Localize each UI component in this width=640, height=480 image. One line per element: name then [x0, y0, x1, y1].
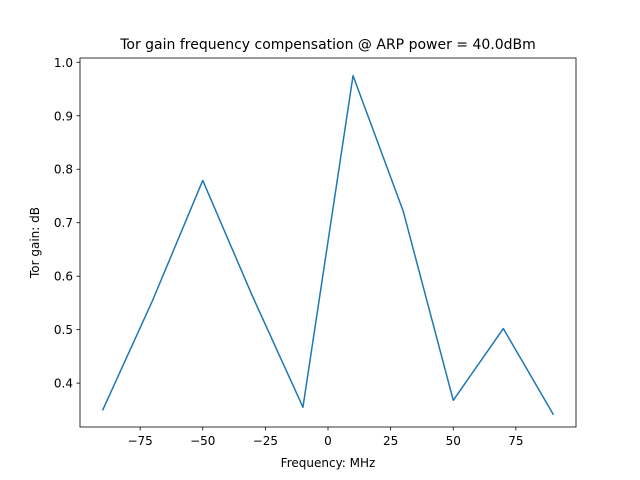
y-tick-label: 0.4 [54, 377, 73, 391]
y-tick-label: 1.0 [54, 56, 73, 70]
x-tick-label: −75 [127, 434, 152, 448]
y-axis: 0.4 0.5 0.6 0.7 0.8 0.9 1.0 [54, 56, 80, 391]
y-tick-label: 0.5 [54, 323, 73, 337]
x-tick-label: 0 [324, 434, 332, 448]
x-axis-label: Frequency: MHz [281, 456, 376, 470]
y-axis-label: Tor gain: dB [28, 207, 42, 279]
x-tick-label: −25 [253, 434, 278, 448]
y-tick-label: 0.9 [54, 109, 73, 123]
x-axis: −75 −50 −25 0 25 50 75 [127, 427, 524, 448]
y-tick-label: 0.7 [54, 216, 73, 230]
x-tick-label: 50 [446, 434, 461, 448]
series-line [101, 74, 555, 416]
x-tick-label: −50 [190, 434, 215, 448]
x-tick-label: 75 [508, 434, 523, 448]
chart-title: Tor gain frequency compensation @ ARP po… [119, 37, 536, 53]
x-tick-label: 25 [383, 434, 398, 448]
series-layer [101, 74, 555, 416]
y-tick-label: 0.6 [54, 270, 73, 284]
y-tick-label: 0.8 [54, 163, 73, 177]
